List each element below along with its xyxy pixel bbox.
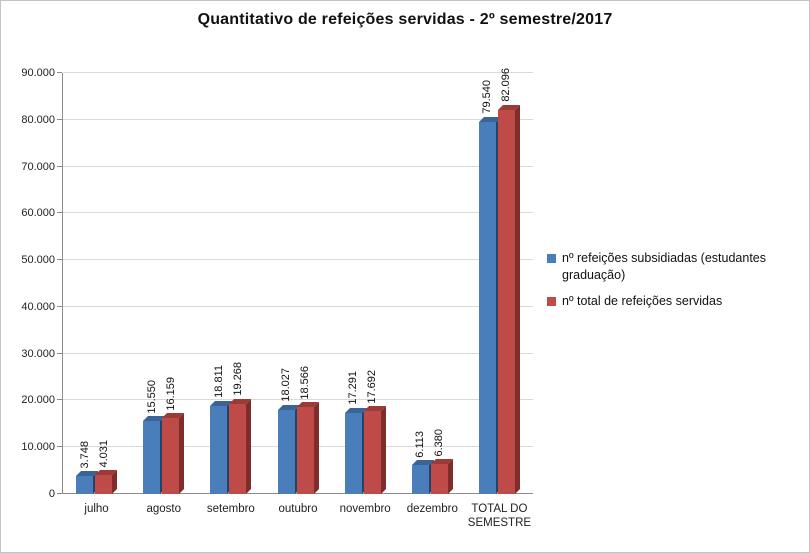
bar [478, 121, 496, 494]
legend-swatch-red [547, 297, 556, 306]
y-axis-tick [57, 446, 62, 448]
y-axis-tick [57, 118, 62, 120]
gridline [63, 72, 533, 73]
chart-title: Quantitativo de refeições servidas - 2º … [197, 11, 613, 28]
legend: nº refeições subsidiadas (estudantes gra… [547, 250, 801, 319]
bar [95, 475, 113, 494]
y-tick-label: 0 [48, 488, 55, 500]
bar-value-label: 18.566 [299, 365, 311, 400]
bar-value-label: 82.096 [500, 68, 513, 102]
bar [363, 411, 381, 494]
bar-value-label: 16.159 [164, 376, 177, 411]
legend-item-subsidiadas: nº refeições subsidiadas (estudantes gra… [547, 250, 801, 284]
bar [210, 406, 228, 494]
x-category-label: agosto [146, 503, 181, 515]
bar-value-label: 6.380 [433, 428, 446, 457]
y-tick-label: 60.000 [21, 207, 55, 220]
y-axis-tick [57, 165, 62, 167]
y-tick-label: 10.000 [21, 441, 55, 454]
bar-value-label: 3.748 [78, 440, 91, 469]
x-category-label: TOTAL DO SEMESTRE [467, 503, 532, 529]
y-axis-tick [57, 399, 62, 401]
bar-value-label: 18.027 [280, 368, 292, 402]
bar-value-label: 18.811 [212, 365, 225, 399]
x-category-label: dezembro [406, 503, 458, 515]
gridline [63, 212, 533, 214]
bar [76, 476, 94, 494]
bar [344, 413, 362, 494]
x-category-label: novembro [339, 503, 391, 515]
y-axis-tick [57, 72, 62, 73]
y-tick-label: 80.000 [21, 113, 55, 126]
y-axis-line [62, 73, 63, 494]
y-tick-label: 70.000 [21, 160, 55, 173]
bar-value-label: 19.268 [231, 362, 244, 396]
bar [430, 464, 448, 494]
legend-label: nº total de refeições servidas [562, 294, 723, 308]
bar-value-label: 4.031 [97, 439, 110, 468]
bar [162, 418, 180, 494]
bar [229, 403, 247, 494]
bar-value-label: 79.540 [481, 80, 494, 114]
y-tick-label: 20.000 [21, 394, 55, 407]
bar [277, 409, 295, 494]
y-axis-tick [57, 493, 62, 494]
gridline [63, 399, 533, 401]
legend-item-total: nº total de refeições servidas [547, 293, 801, 310]
legend-label: nº refeições subsidiadas (estudantes gra… [562, 251, 766, 282]
bar-value-label: 17.291 [347, 371, 360, 406]
bar-value-label: 6.113 [414, 430, 427, 458]
y-axis-tick [57, 352, 62, 354]
plot-area: 0 10.000 20.000 30.000 40.000 50.000 60.000 70.… [21, 67, 533, 529]
x-category-label: outubro [278, 503, 318, 515]
y-tick-label: 40.000 [21, 300, 55, 313]
gridline [63, 352, 533, 354]
bar [143, 421, 161, 494]
x-category-label: julho [84, 503, 109, 515]
gridline [63, 259, 533, 261]
y-tick-label: 30.000 [21, 347, 55, 360]
gridline [63, 118, 533, 120]
bar [411, 465, 429, 494]
y-tick-label: 50.000 [21, 254, 55, 267]
y-axis-tick [57, 305, 62, 307]
legend-swatch-blue [547, 254, 556, 263]
bar [296, 407, 314, 494]
bar [497, 109, 515, 494]
bar-value-label: 15.550 [145, 379, 158, 414]
x-category-label: setembro [206, 503, 255, 515]
gridline [63, 165, 533, 167]
y-axis-tick [57, 259, 62, 261]
y-axis-tick [57, 212, 62, 214]
bar-value-label: 17.692 [366, 369, 379, 404]
gridline [63, 305, 533, 307]
y-tick-label: 90.000 [21, 67, 55, 79]
